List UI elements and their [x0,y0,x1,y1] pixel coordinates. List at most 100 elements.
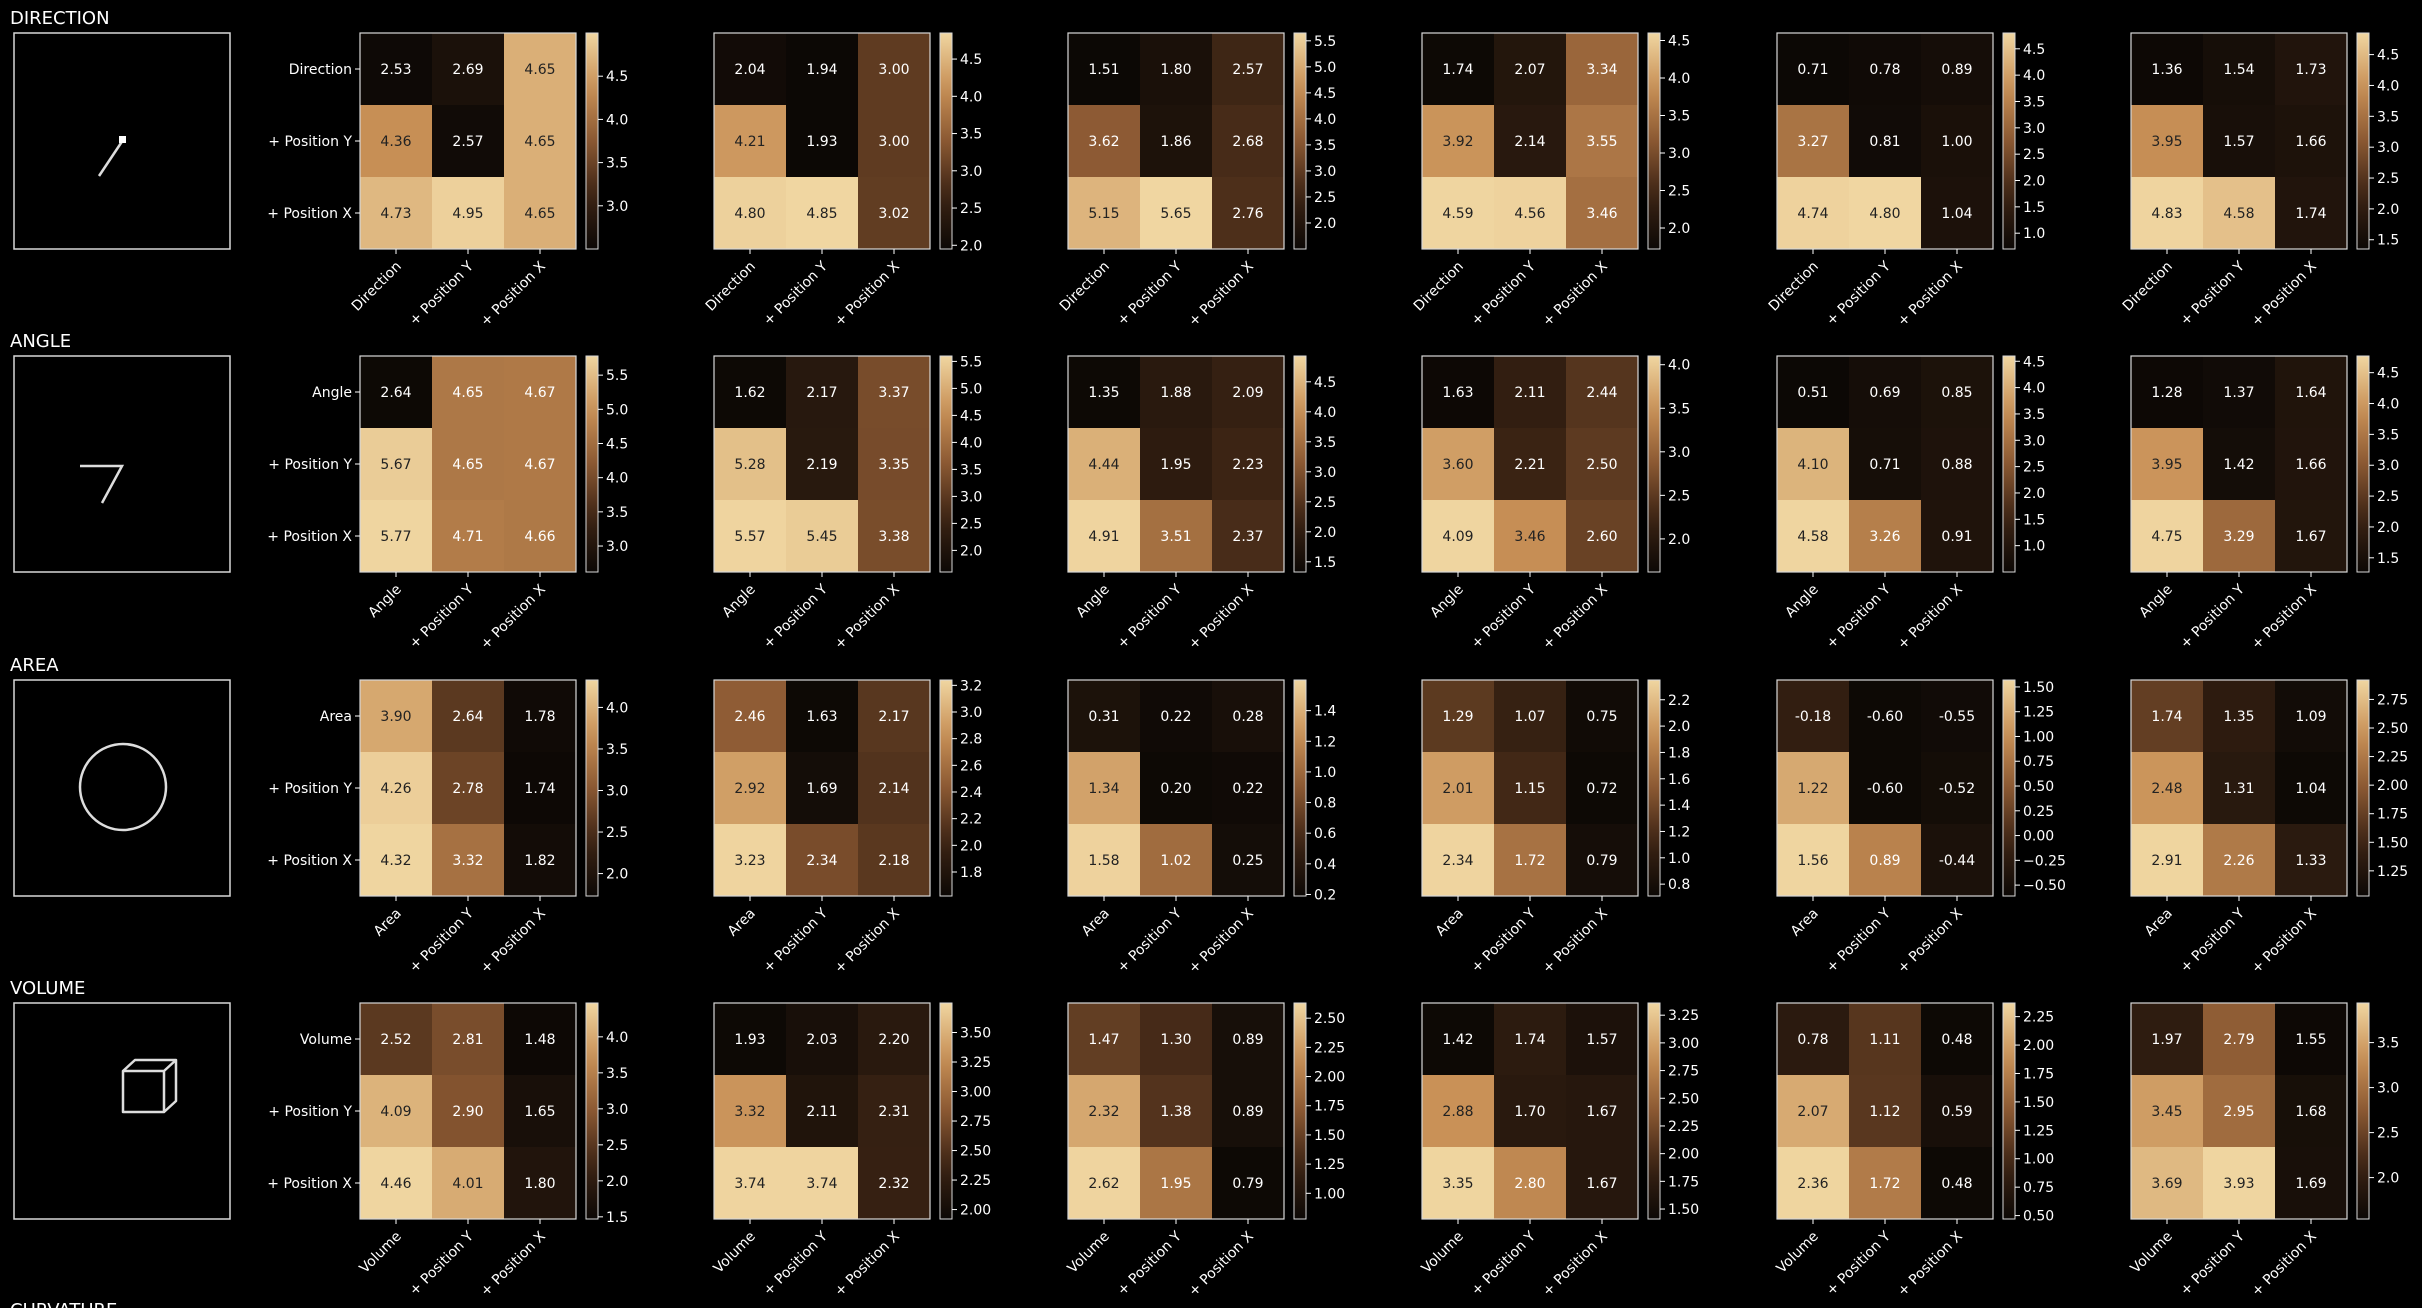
cell-label: 2.20 [878,1032,909,1048]
cell-label: 1.65 [524,1104,555,1120]
colorbar-tick-label: 1.50 [1314,1128,1345,1144]
heatmap-cell [1566,1003,1638,1075]
x-tick-label: + Position X [1540,258,1612,330]
colorbar-tick-label: 5.0 [960,381,982,397]
cell-label: 2.32 [878,1176,909,1192]
x-tick-label: + Position Y [406,581,477,652]
cell-label: 2.09 [1232,385,1263,401]
x-tick-label: + Position Y [1823,1228,1894,1299]
colorbar-tick-label: 1.00 [2023,1152,2054,1168]
colorbar-tick-label: 2.75 [1668,1064,1699,1080]
x-tick-label: + Position X [2249,905,2321,977]
y-tick-label: + Position X [267,1176,352,1192]
heatmap-cell [858,1003,930,1075]
cell-label: 1.67 [1586,1104,1617,1120]
heatmap-cell [2203,428,2275,500]
heatmap-cell [1777,1003,1849,1075]
cell-label: 5.45 [806,529,837,545]
colorbar-tick-label: 3.5 [606,1066,628,1082]
cell-label: 1.74 [1442,62,1473,78]
colorbar [2356,1002,2370,1220]
x-tick-label: + Position Y [406,1228,477,1299]
colorbar-tick-label: 1.5 [2377,551,2399,567]
cell-label: 0.89 [1869,853,1900,869]
heatmap-cell [2275,1147,2347,1219]
heatmap-volume-2: 1.93 2.03 2.20 3.32 2.11 2.31 3.74 3.74 2.32 Volu… [711,1002,991,1300]
heatmap-cell [1212,500,1284,572]
heatmap-cell [858,680,930,752]
heatmap-cell [1777,33,1849,105]
heatmap-cell [1494,1147,1566,1219]
heatmap-cell [1777,356,1849,428]
colorbar-tick-label: 2.25 [1314,1040,1345,1056]
heatmap-direction-3: 1.51 1.80 2.57 3.62 1.86 2.68 5.15 5.65 2.76 Dire… [1057,32,1336,330]
heatmap-direction-5: 0.71 0.78 0.89 3.27 0.81 1.00 4.74 4.80 1.04 Dire… [1766,32,2045,330]
heatmap-cell [858,105,930,177]
colorbar-tick-label: 1.25 [2023,705,2054,721]
colorbar-tick-label: 3.5 [2377,109,2399,125]
heatmap-cell [432,356,504,428]
cell-label: 0.75 [1586,709,1617,725]
x-tick-label: + Position Y [1114,905,1185,976]
heatmap-cell [1212,105,1284,177]
cell-label: 1.93 [734,1032,765,1048]
colorbar [1293,1002,1307,1220]
direction-head [119,136,126,143]
cell-label: 4.85 [806,206,837,222]
heatmap-cell [432,824,504,896]
heatmap-cell [858,752,930,824]
heatmap-cell [2203,33,2275,105]
heatmap-cell [714,824,786,896]
heatmap-cell [1777,752,1849,824]
cell-label: 1.04 [1941,206,1972,222]
colorbar-tick-label: 1.5 [2377,233,2399,249]
heatmap-cell [432,500,504,572]
cell-label: 0.51 [1797,385,1828,401]
colorbar-tick-label: 2.00 [1314,1070,1345,1086]
heatmap-cell [2275,1075,2347,1147]
cell-label: 2.64 [452,709,483,725]
cell-label: 2.52 [380,1032,411,1048]
cell-label: 3.37 [878,385,909,401]
cell-label: 1.36 [2151,62,2182,78]
colorbar-tick-label: 4.0 [606,700,628,716]
colorbar-tick-label: 2.5 [1314,190,1336,206]
colorbar-tick-label: 4.5 [2023,42,2045,58]
colorbar-tick-label: 2.5 [2023,460,2045,476]
colorbar-tick-label: 2.0 [1314,525,1336,541]
colorbar-tick-label: 2.5 [606,825,628,841]
cell-label: 4.44 [1088,457,1119,473]
heatmap-cell [504,1147,576,1219]
heatmap-cell [1140,680,1212,752]
heatmap-cell [1422,33,1494,105]
colorbar-tick-label: −0.25 [2023,853,2066,869]
row-title-1: ANGLE [10,331,71,352]
heatmap-cell [1849,177,1921,249]
cell-label: 4.36 [380,134,411,150]
heatmap-cell [360,500,432,572]
heatmap-angle-1: 2.64 4.65 4.67 5.67 4.65 4.67 5.77 4.71 4.66 Angl… [267,355,628,653]
heatmap-cell [2131,500,2203,572]
colorbar-tick-label: 3.0 [2023,121,2045,137]
cell-label: 1.11 [1869,1032,1900,1048]
colorbar-tick-label: 2.0 [960,238,982,254]
colorbar-tick-label: 3.0 [606,1102,628,1118]
colorbar-tick-label: 2.0 [1668,221,1690,237]
heatmap-area-2: 2.46 1.63 2.17 2.92 1.69 2.14 3.23 2.34 2.18 Area… [713,678,982,977]
colorbar-tick-label: 2.0 [2377,202,2399,218]
colorbar-tick-label: 4.0 [1668,71,1690,87]
colorbar-tick-label: 4.0 [606,112,628,128]
heatmap-cell [360,105,432,177]
heatmap-cell [1566,1075,1638,1147]
x-tick-label: + Position Y [1114,258,1185,329]
colorbar-tick-label: 1.5 [606,1210,628,1226]
colorbar-tick-label: 2.5 [1668,184,1690,200]
colorbar-tick-label: 1.5 [2023,200,2045,216]
cell-label: 3.32 [452,853,483,869]
colorbar-tick-label: 5.5 [1314,34,1336,50]
colorbar-tick-label: 4.0 [2023,381,2045,397]
colorbar-tick-label: 3.0 [2377,458,2399,474]
colorbar-tick-label: 0.6 [1314,826,1336,842]
heatmap-cell [1849,356,1921,428]
colorbar [2002,1002,2016,1220]
